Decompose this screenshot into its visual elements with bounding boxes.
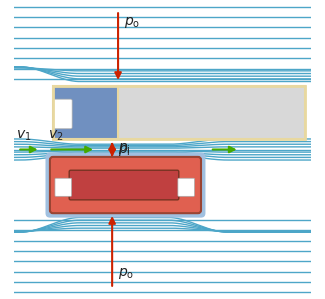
FancyBboxPatch shape (53, 99, 72, 129)
Text: $p_\mathrm{i}$: $p_\mathrm{i}$ (118, 144, 131, 158)
FancyBboxPatch shape (118, 86, 305, 139)
FancyBboxPatch shape (69, 170, 179, 200)
Text: $p_\mathrm{o}$: $p_\mathrm{o}$ (118, 266, 134, 281)
FancyBboxPatch shape (178, 178, 194, 196)
FancyBboxPatch shape (50, 157, 201, 213)
FancyBboxPatch shape (53, 86, 118, 139)
Text: $v_2$: $v_2$ (48, 129, 64, 143)
FancyBboxPatch shape (55, 178, 72, 196)
Text: $p_\mathrm{o}$: $p_\mathrm{o}$ (124, 15, 140, 30)
Text: $p_\mathrm{i}$: $p_\mathrm{i}$ (118, 141, 131, 155)
FancyBboxPatch shape (46, 152, 205, 218)
Text: $v_1$: $v_1$ (16, 129, 31, 143)
